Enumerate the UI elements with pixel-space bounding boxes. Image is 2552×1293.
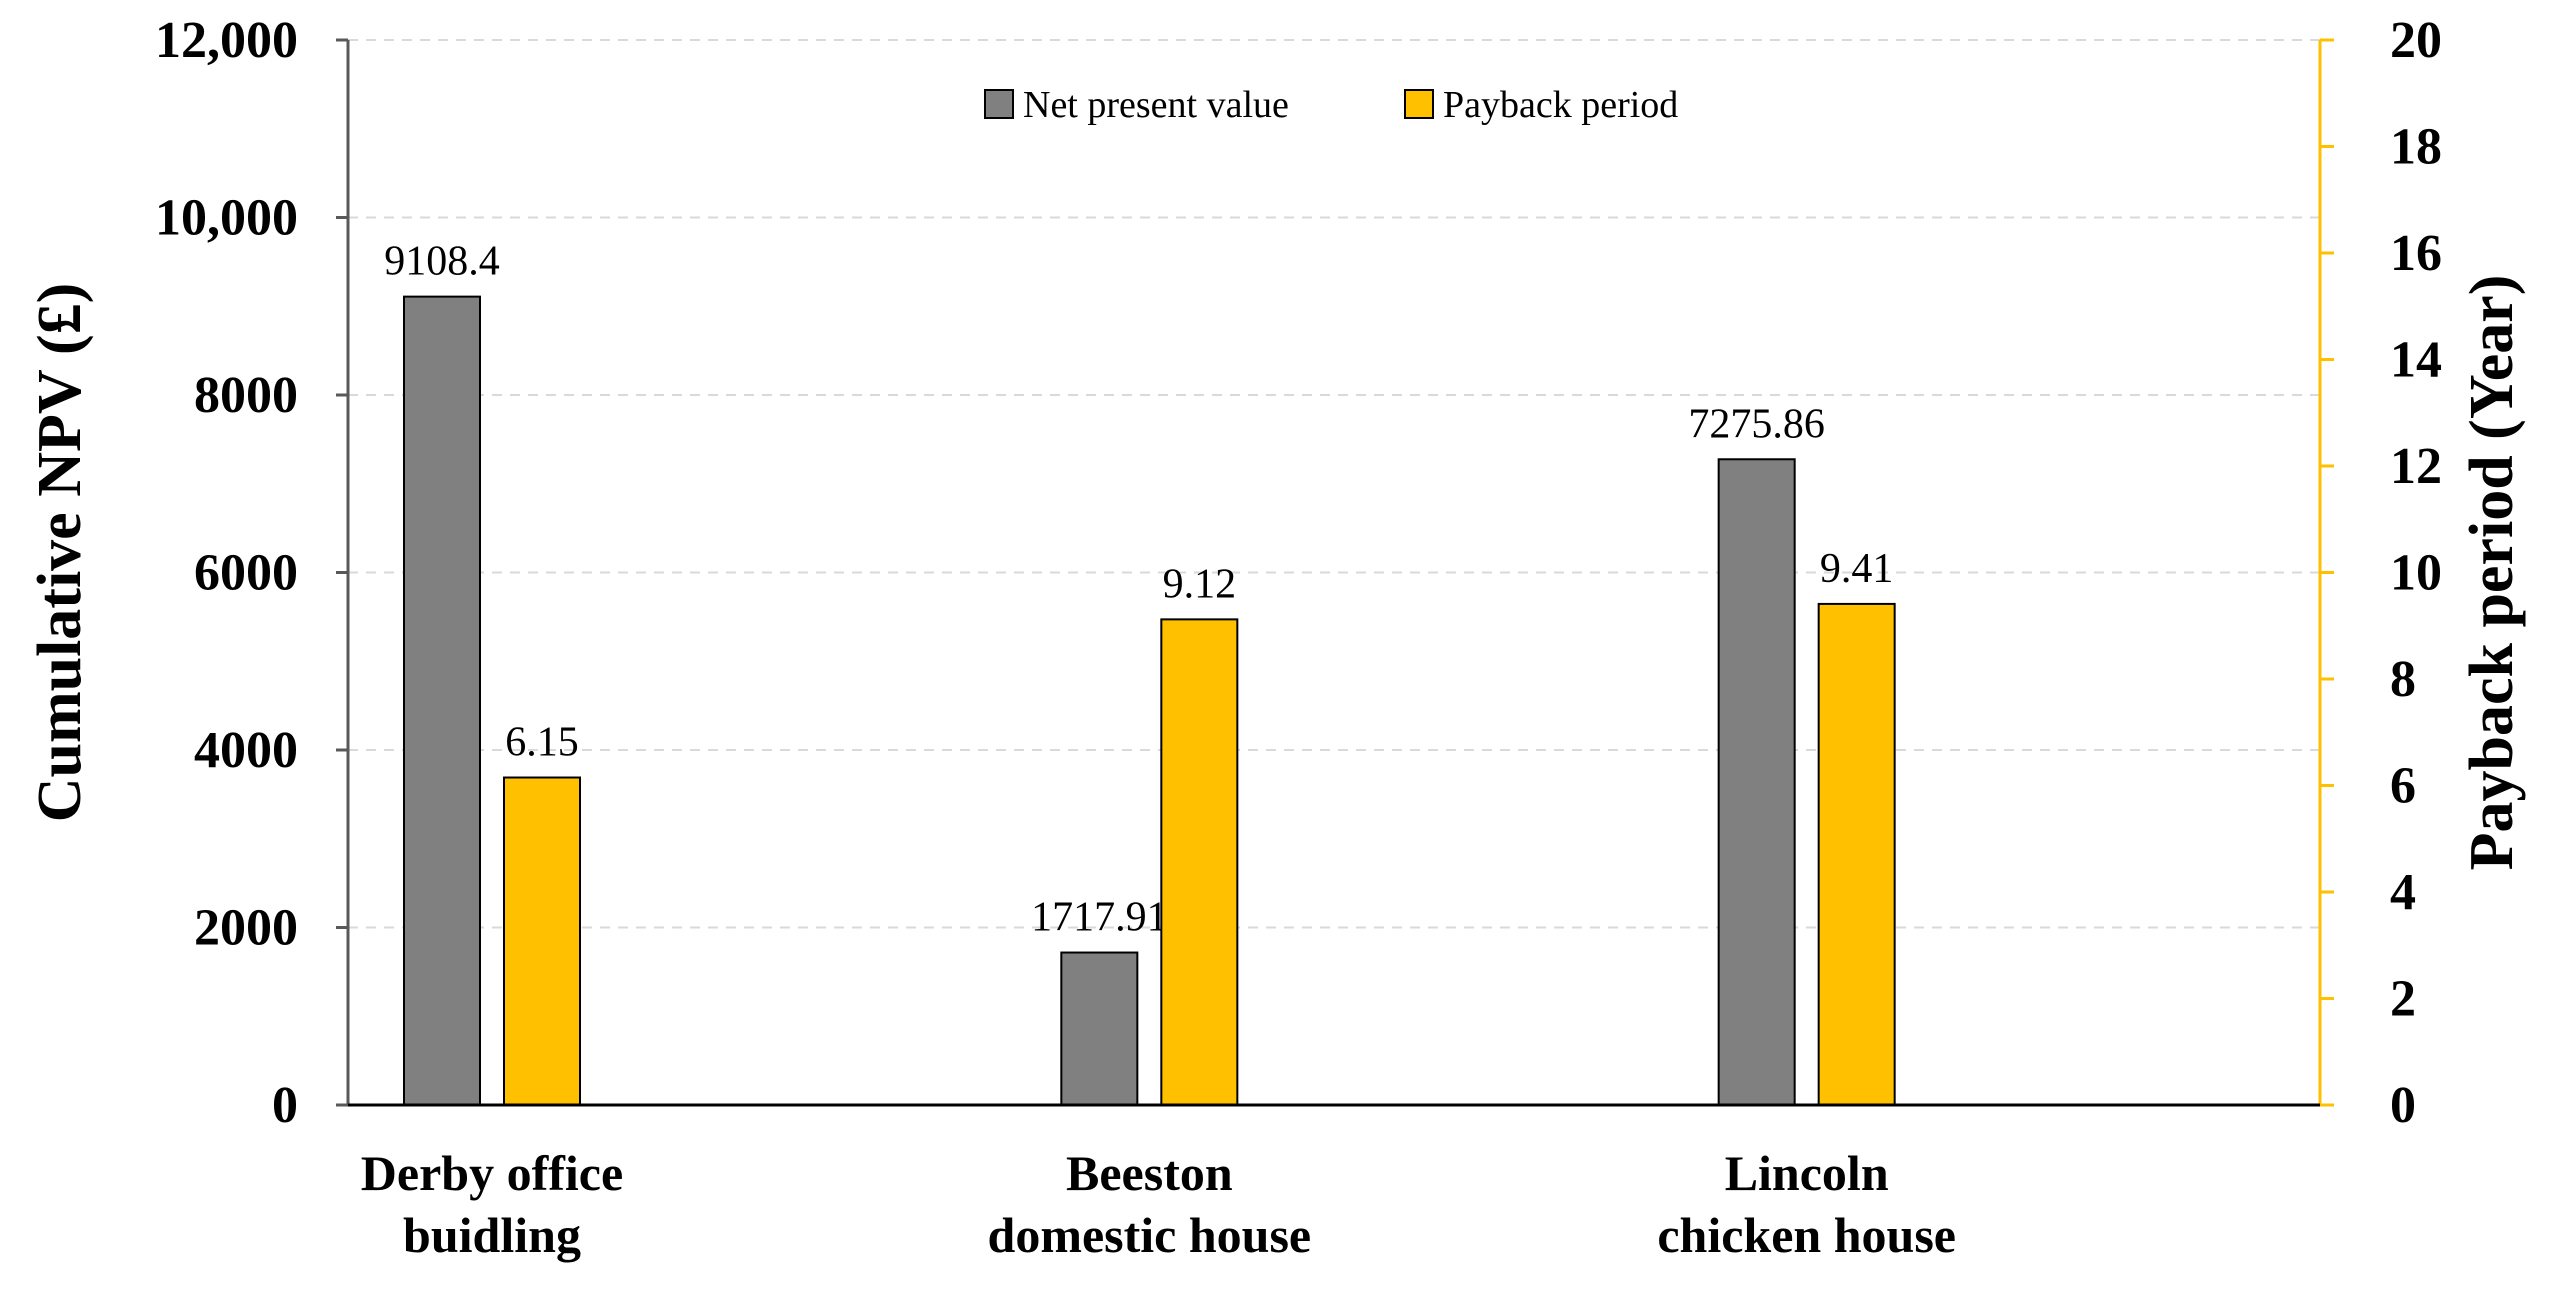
left-tick-label: 0: [272, 1077, 298, 1134]
right-tick-label: 8: [2390, 651, 2416, 708]
right-tick-label: 0: [2390, 1077, 2416, 1134]
data-label: 6.15: [505, 720, 579, 766]
y2-axis-title: Payback period (Year): [2458, 275, 2526, 871]
bar-net-present-value: [1060, 951, 1139, 1106]
right-tick-label: 20: [2390, 12, 2442, 69]
category-label: buidling: [403, 1207, 581, 1263]
bar-payback-period: [1160, 618, 1239, 1106]
legend-label: Net present value: [1023, 84, 1289, 126]
data-label: 7275.86: [1688, 401, 1825, 447]
right-tick-label: 12: [2390, 438, 2442, 495]
left-tick-label: 8000: [194, 367, 298, 424]
category-label: domestic house: [988, 1207, 1312, 1263]
right-tick-label: 2: [2390, 971, 2416, 1028]
right-tick-label: 6: [2390, 758, 2416, 815]
legend-swatch-net-present-value: [984, 89, 1014, 119]
left-tick-label: 4000: [194, 722, 298, 779]
bar-payback-period: [503, 776, 581, 1106]
legend-label: Payback period: [1443, 84, 1678, 126]
left-tick-label: 10,000: [155, 190, 298, 247]
bar-net-present-value: [1717, 458, 1796, 1107]
data-label: 9108.4: [384, 239, 500, 285]
category-label: Derby office: [361, 1145, 623, 1201]
bar-payback-period: [1817, 602, 1896, 1106]
right-tick-label: 16: [2390, 225, 2442, 282]
right-tick-label: 18: [2390, 119, 2442, 176]
data-label: 9.41: [1820, 546, 1894, 592]
data-label: 9.12: [1163, 561, 1237, 607]
left-tick-label: 6000: [194, 545, 298, 602]
left-tick-label: 2000: [194, 900, 298, 957]
left-tick-label: 12,000: [155, 12, 298, 69]
category-label: Lincoln: [1725, 1145, 1889, 1201]
category-label: Beeston: [1066, 1145, 1233, 1201]
right-tick-label: 10: [2390, 545, 2442, 602]
bar-net-present-value: [403, 295, 481, 1106]
right-tick-label: 4: [2390, 864, 2416, 921]
data-label: 1717.91: [1031, 895, 1168, 941]
legend-swatch-payback-period: [1404, 89, 1434, 119]
category-label: chicken house: [1657, 1207, 1956, 1263]
right-tick-label: 14: [2390, 332, 2442, 389]
y-axis-title: Cumulative NPV (£): [26, 283, 94, 823]
